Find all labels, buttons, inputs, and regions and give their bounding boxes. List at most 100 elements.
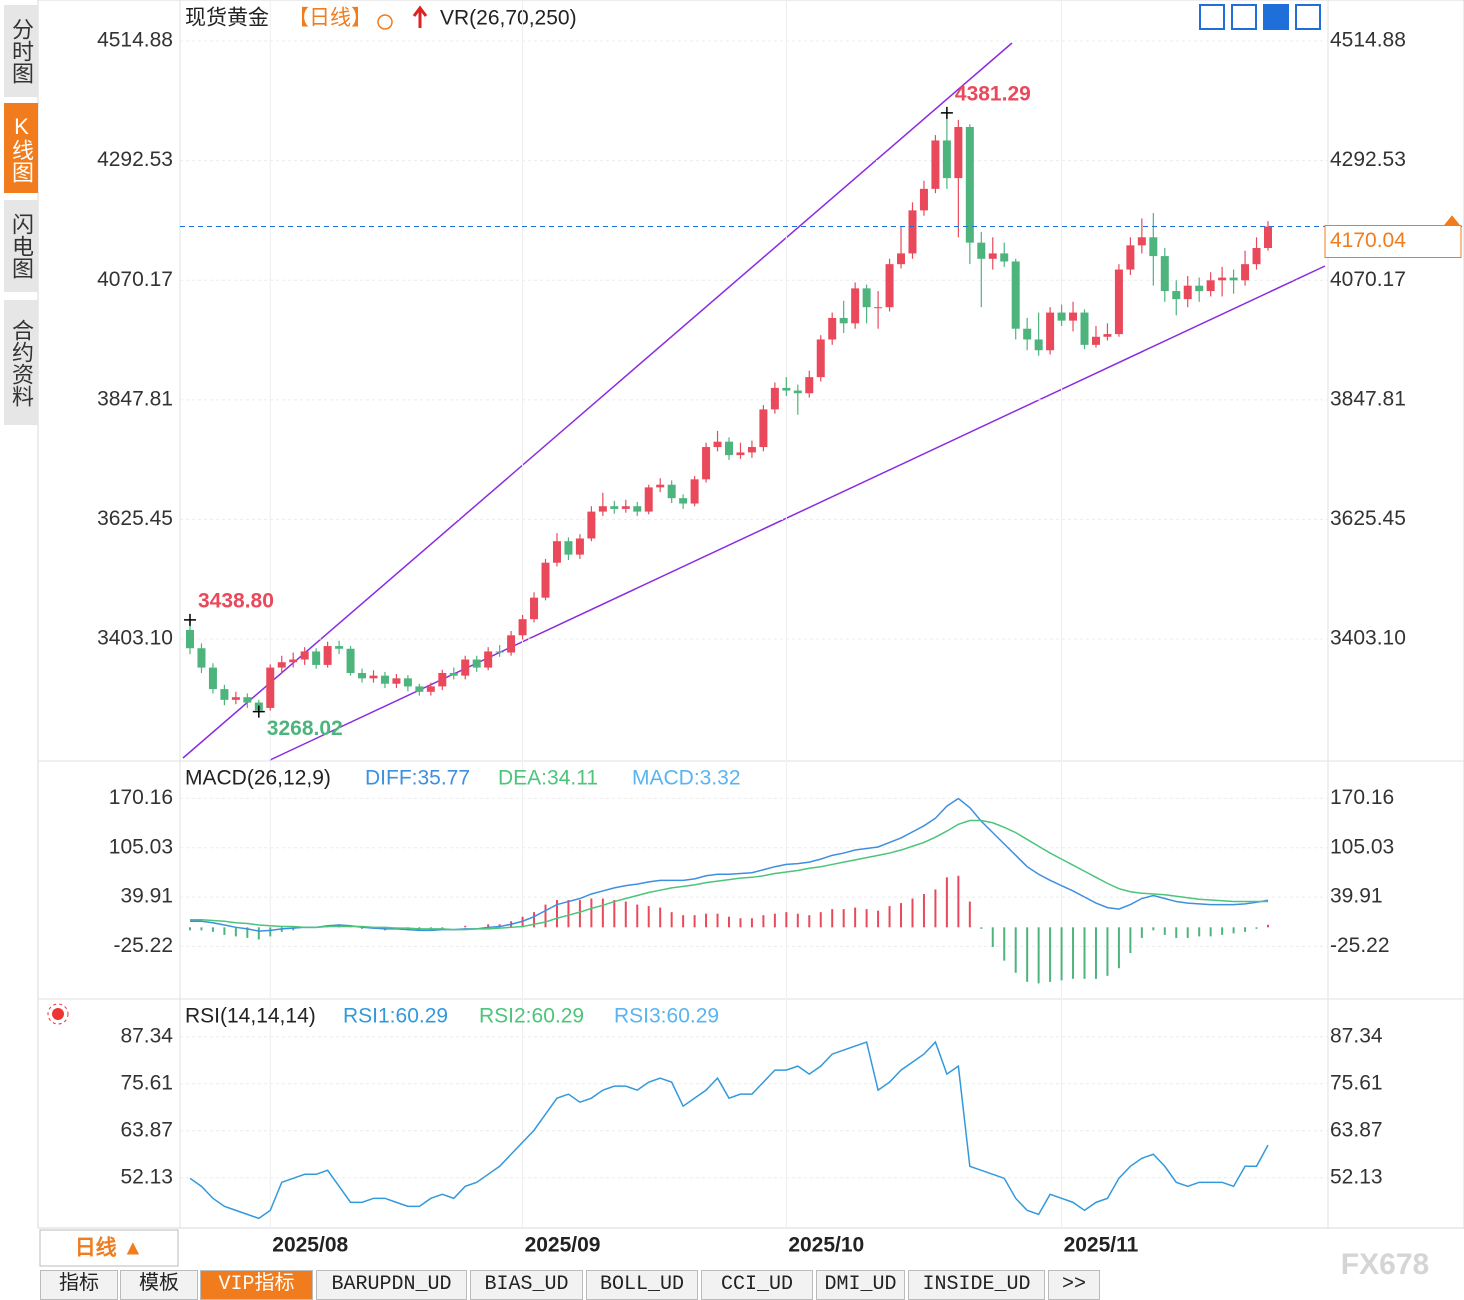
candle-body bbox=[1080, 312, 1089, 345]
rsi-icon[interactable] bbox=[52, 1008, 64, 1020]
candle-body bbox=[243, 697, 252, 703]
x-tick-label: 2025/10 bbox=[788, 1234, 864, 1257]
candle-body bbox=[587, 511, 596, 539]
y-tick-label: 52.13 bbox=[120, 1165, 173, 1188]
candle-body bbox=[679, 498, 688, 504]
candle-body bbox=[988, 253, 997, 259]
candle-body bbox=[312, 651, 321, 665]
tool-icon[interactable] bbox=[1263, 4, 1289, 30]
last-price-label: 4170.04 bbox=[1330, 229, 1406, 252]
bottom-tab[interactable]: BIAS_UD bbox=[470, 1270, 583, 1300]
candle-body bbox=[358, 672, 367, 679]
candle-body bbox=[449, 672, 458, 676]
y-tick-label: 3403.10 bbox=[1330, 627, 1406, 650]
candle-body bbox=[1069, 312, 1078, 321]
y-tick-label: 105.03 bbox=[109, 835, 173, 858]
candle-body bbox=[862, 288, 871, 308]
side-tab[interactable]: 分时图 bbox=[4, 5, 38, 97]
candle-body bbox=[426, 686, 435, 692]
bottom-tab[interactable]: BOLL_UD bbox=[586, 1270, 698, 1300]
series-line bbox=[190, 797, 1269, 932]
extreme-label: 4381.29 bbox=[955, 82, 1031, 105]
candle-body bbox=[335, 646, 344, 649]
side-tab[interactable]: 合约资料 bbox=[4, 300, 38, 425]
y-tick-label: 4070.17 bbox=[1330, 268, 1406, 291]
candle-body bbox=[415, 686, 424, 692]
y-tick-label: 3403.10 bbox=[97, 627, 173, 650]
candle-body bbox=[266, 667, 275, 708]
bottom-tab[interactable]: 指标 bbox=[40, 1270, 118, 1300]
candle-body bbox=[897, 253, 906, 265]
settings-icon[interactable] bbox=[377, 14, 393, 30]
rsi-icon-ring bbox=[47, 1003, 69, 1025]
candle-body bbox=[1264, 226, 1272, 249]
extreme-label: 3438.80 bbox=[198, 589, 274, 612]
candle-body bbox=[874, 307, 883, 309]
y-tick-label: -25.22 bbox=[113, 934, 173, 957]
legend-entry: DIFF:35.77 bbox=[365, 767, 470, 790]
candle-body bbox=[392, 678, 401, 684]
bottom-tab[interactable]: BARUPDN_UD bbox=[316, 1270, 467, 1300]
y-tick-label: 75.61 bbox=[120, 1071, 173, 1094]
side-tab[interactable]: K线图 bbox=[4, 103, 38, 193]
tool-icon[interactable] bbox=[1295, 4, 1321, 30]
candle-body bbox=[1137, 237, 1146, 246]
y-tick-label: 63.87 bbox=[120, 1118, 173, 1141]
candle-body bbox=[747, 447, 756, 453]
indicator-label: VR(26,70,250) bbox=[440, 7, 577, 30]
candle-body bbox=[495, 651, 504, 653]
candle-body bbox=[702, 447, 711, 480]
extreme-marker bbox=[184, 613, 196, 626]
bottom-tab[interactable]: >> bbox=[1048, 1270, 1100, 1300]
y-tick-label: 4514.88 bbox=[1330, 29, 1406, 52]
legend-entry: RSI1:60.29 bbox=[343, 1005, 448, 1028]
candle-body bbox=[977, 242, 986, 259]
candle-body bbox=[954, 126, 963, 179]
bottom-tab[interactable]: DMI_UD bbox=[816, 1270, 905, 1300]
candle-body bbox=[931, 140, 940, 189]
candle-body bbox=[1241, 264, 1250, 281]
bottom-tab[interactable]: VIP指标 bbox=[200, 1270, 313, 1300]
candle-body bbox=[1195, 285, 1204, 292]
candle-body bbox=[1149, 237, 1158, 257]
y-tick-label: 4070.17 bbox=[97, 268, 173, 291]
y-tick-label: 170.16 bbox=[109, 786, 173, 809]
candle-body bbox=[839, 317, 848, 324]
candle-body bbox=[472, 659, 481, 668]
bottom-tab[interactable]: INSIDE_UD bbox=[908, 1270, 1045, 1300]
candle-body bbox=[1126, 245, 1135, 270]
candle-body bbox=[770, 387, 779, 410]
candle-body bbox=[1023, 328, 1032, 340]
bottom-tab[interactable]: 模板 bbox=[120, 1270, 198, 1300]
candle-body bbox=[518, 619, 527, 636]
legend-entry: DEA:34.11 bbox=[498, 767, 598, 790]
x-tick-label: 2025/11 bbox=[1064, 1234, 1139, 1257]
candle-body bbox=[380, 675, 389, 684]
candle-body bbox=[1011, 261, 1020, 329]
candle-body bbox=[197, 648, 206, 668]
chart-frame bbox=[37, 0, 1464, 1229]
y-tick-label: 3625.45 bbox=[1330, 507, 1406, 530]
candle-body bbox=[369, 675, 378, 679]
period-button[interactable] bbox=[39, 1229, 179, 1267]
watermark: FX678 bbox=[1341, 1248, 1429, 1281]
bottom-tab[interactable]: CCI_UD bbox=[701, 1270, 813, 1300]
side-tab[interactable]: 闪电图 bbox=[4, 200, 38, 292]
y-tick-label: 39.91 bbox=[120, 885, 173, 908]
candle-body bbox=[885, 264, 894, 308]
y-tick-label: 52.13 bbox=[1330, 1165, 1383, 1188]
tool-icon[interactable] bbox=[1199, 4, 1225, 30]
candle-body bbox=[507, 635, 516, 653]
extreme-marker bbox=[940, 106, 953, 119]
y-tick-label: 170.16 bbox=[1330, 786, 1394, 809]
candle-body bbox=[346, 648, 355, 673]
candle-body bbox=[403, 678, 412, 687]
tool-icon[interactable] bbox=[1231, 4, 1257, 30]
series-line bbox=[190, 819, 1269, 931]
candle-body bbox=[1160, 256, 1169, 292]
period-button-label[interactable]: 日线 ▲ bbox=[75, 1236, 144, 1260]
series-line bbox=[189, 1040, 1269, 1220]
candle-body bbox=[621, 506, 630, 509]
candle-body bbox=[323, 646, 332, 665]
